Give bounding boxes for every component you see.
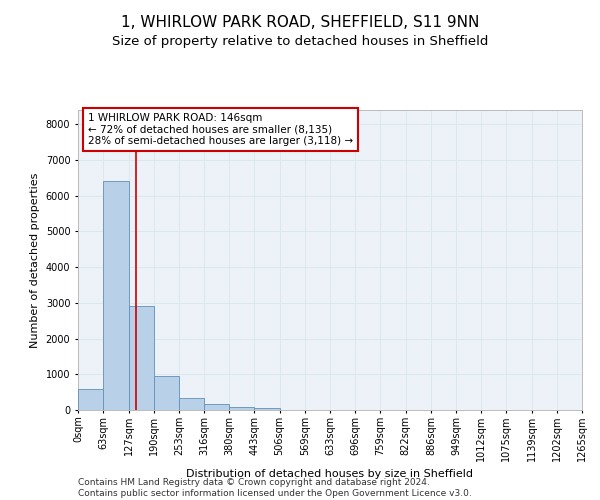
Text: Size of property relative to detached houses in Sheffield: Size of property relative to detached ho… xyxy=(112,35,488,48)
Y-axis label: Number of detached properties: Number of detached properties xyxy=(30,172,40,348)
Bar xyxy=(254,408,280,410)
Text: 1, WHIRLOW PARK ROAD, SHEFFIELD, S11 9NN: 1, WHIRLOW PARK ROAD, SHEFFIELD, S11 9NN xyxy=(121,15,479,30)
Bar xyxy=(229,407,254,410)
Bar xyxy=(204,404,229,410)
Bar xyxy=(78,390,103,410)
Bar xyxy=(154,376,179,410)
Bar xyxy=(103,182,128,410)
Text: 1 WHIRLOW PARK ROAD: 146sqm
← 72% of detached houses are smaller (8,135)
28% of : 1 WHIRLOW PARK ROAD: 146sqm ← 72% of det… xyxy=(88,113,353,146)
X-axis label: Distribution of detached houses by size in Sheffield: Distribution of detached houses by size … xyxy=(187,470,473,480)
Text: Contains HM Land Registry data © Crown copyright and database right 2024.
Contai: Contains HM Land Registry data © Crown c… xyxy=(78,478,472,498)
Bar xyxy=(128,306,154,410)
Bar xyxy=(179,398,204,410)
